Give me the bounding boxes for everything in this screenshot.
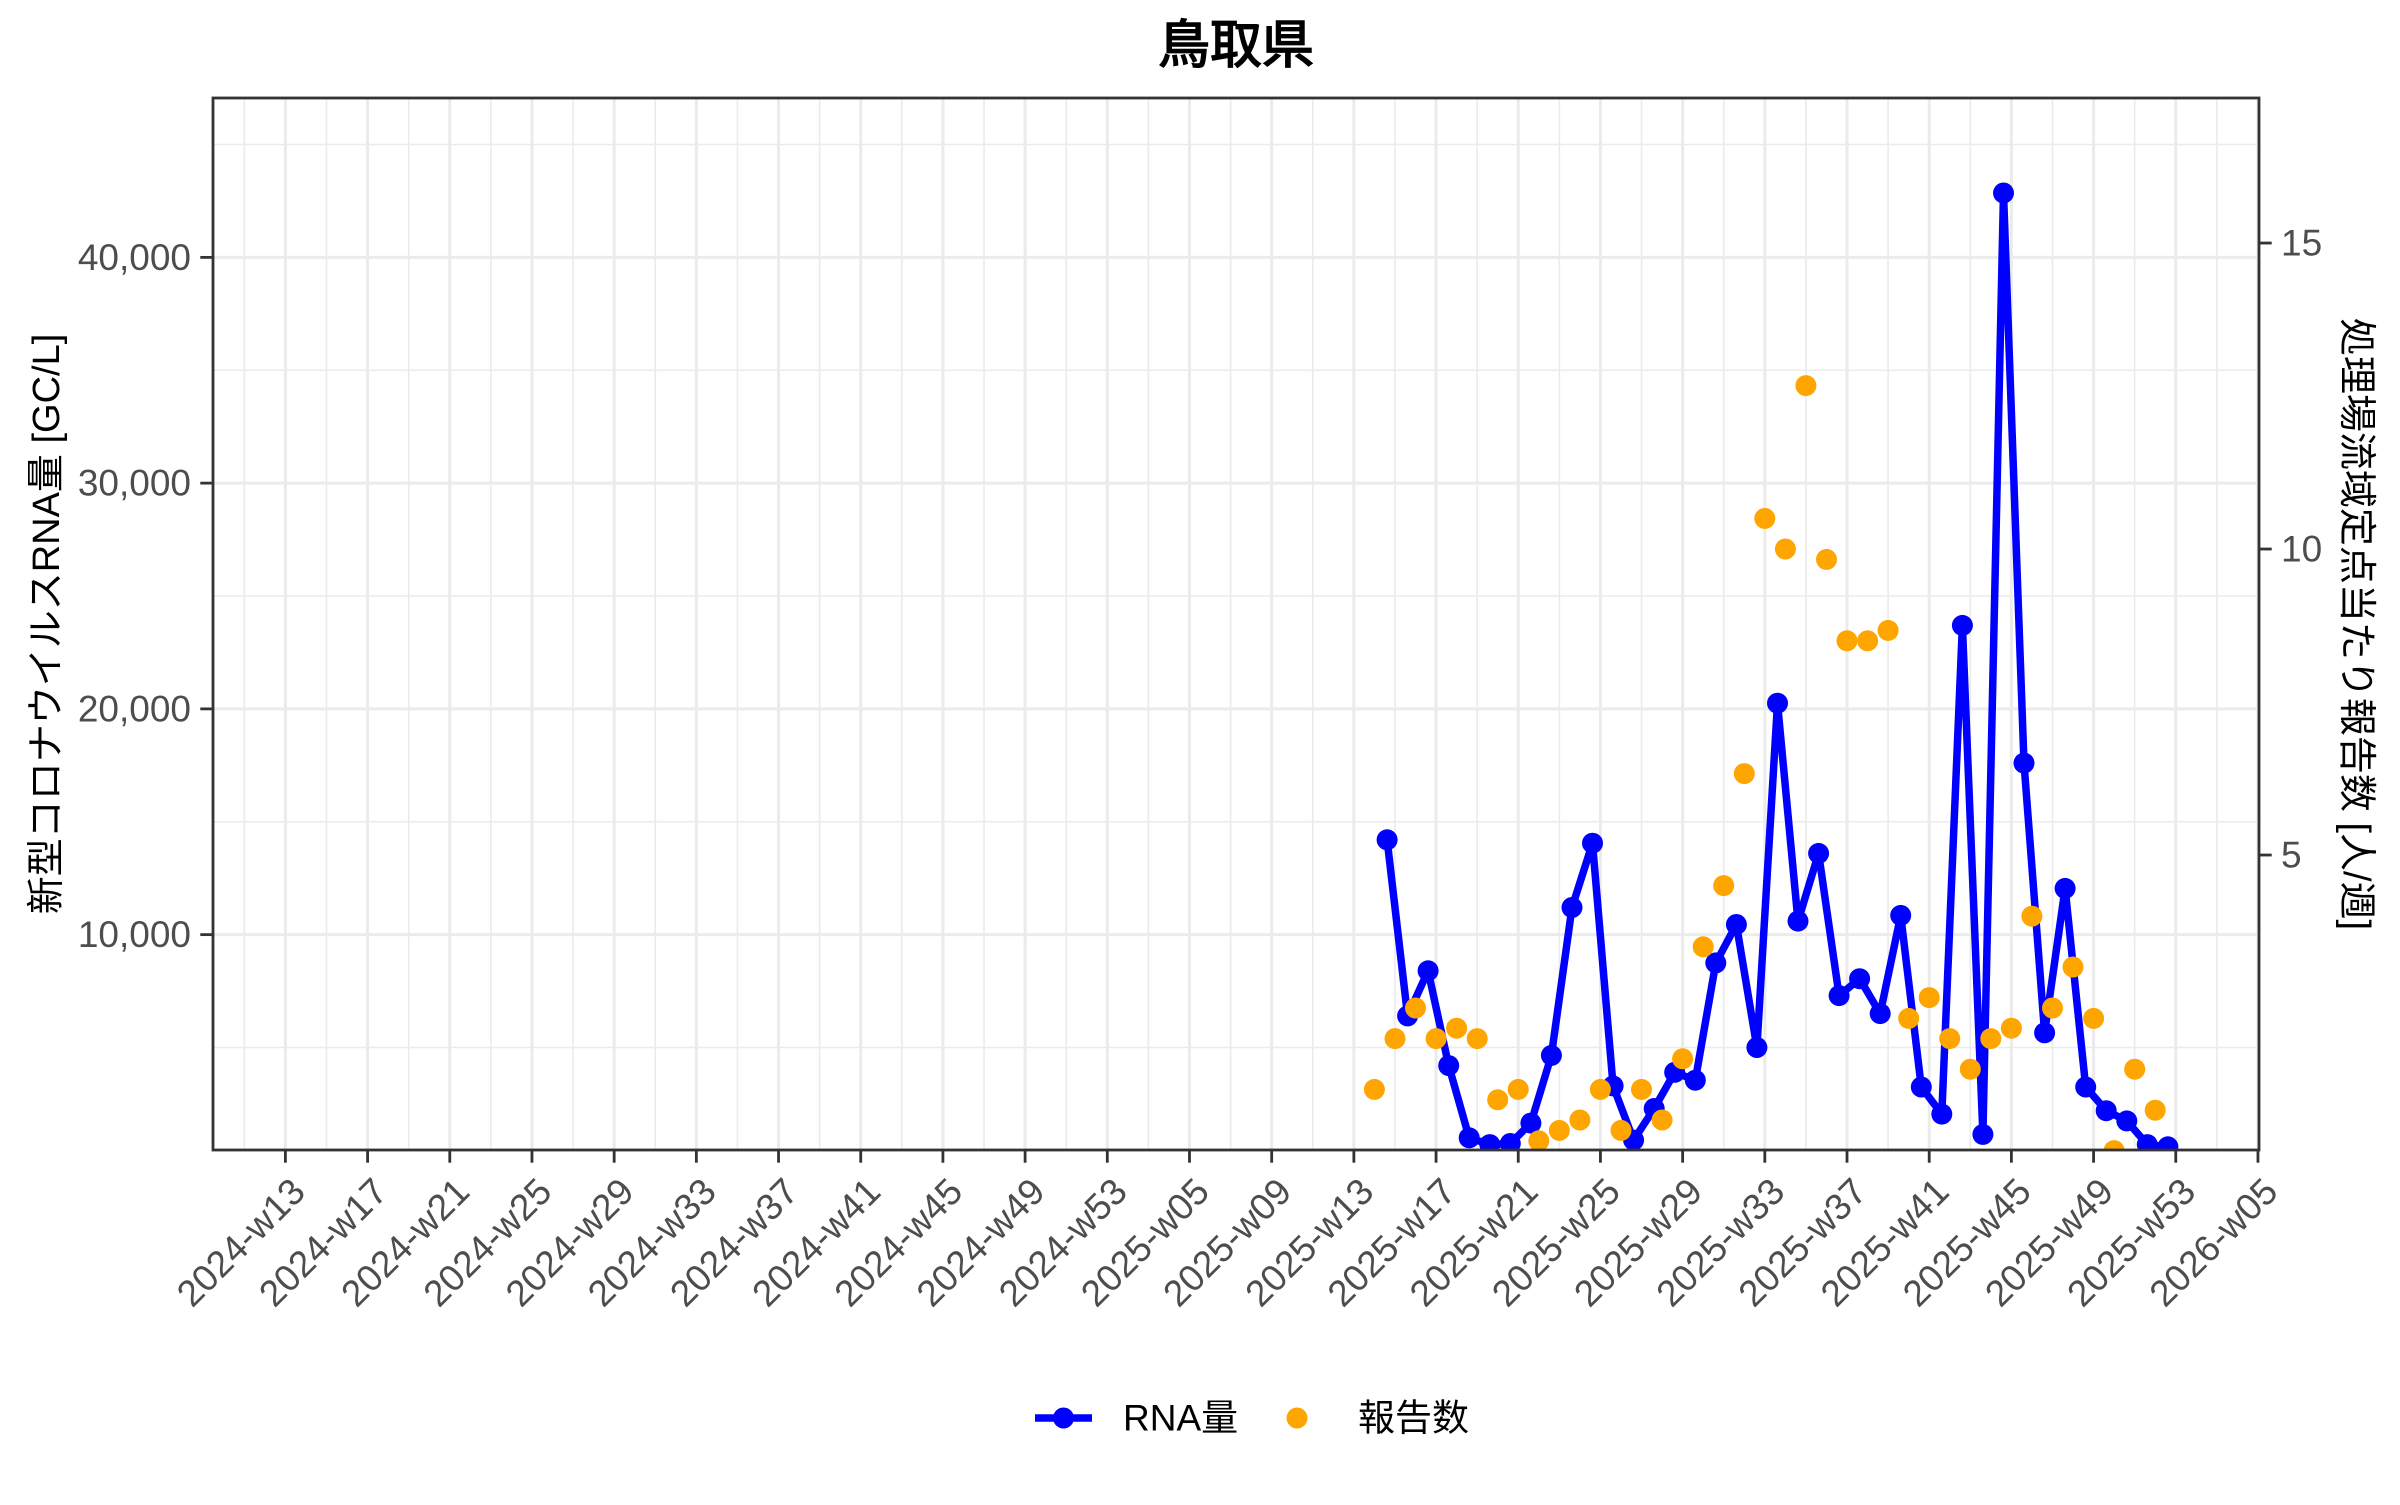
rna-data-point — [1561, 897, 1583, 918]
y-tick-label-right: 5 — [2281, 835, 2302, 876]
legend-key-dot-icon — [1286, 1407, 1308, 1429]
report-data-point — [2021, 905, 2043, 927]
report-data-point — [2042, 997, 2063, 1019]
report-data-point — [1569, 1109, 1591, 1131]
rna-data-point — [2034, 1022, 2056, 1044]
y-tick-label-right: 10 — [2281, 529, 2322, 570]
rna-data-point — [2116, 1110, 2138, 1132]
report-data-point — [1918, 987, 1940, 1009]
panel-border — [211, 96, 2261, 1152]
report-data-point — [1733, 763, 1755, 785]
report-data-point — [1589, 1078, 1611, 1100]
rna-data-point — [2157, 1136, 2179, 1150]
rna-data-point — [2136, 1134, 2158, 1150]
report-data-point — [1898, 1007, 1920, 1029]
report-data-point — [1939, 1028, 1961, 1050]
rna-data-point — [1438, 1055, 1460, 1077]
rna-data-point — [1520, 1112, 1542, 1134]
report-data-point — [1631, 1078, 1652, 1100]
report-data-point — [1425, 1028, 1447, 1050]
report-data-point — [1384, 1028, 1406, 1050]
y-tick-label-left: 10,000 — [78, 914, 191, 955]
y-axis-left: 10,000 20,000 30,000 40,000 — [78, 237, 213, 955]
report-data-point — [1363, 1078, 1385, 1100]
report-data-point — [1959, 1058, 1981, 1080]
y-axis-title-left: 新型コロナウイルスRNA量 [GC/L] — [26, 334, 68, 915]
report-data-point — [1877, 619, 1899, 641]
reports-series — [1363, 375, 2166, 1150]
report-data-point — [1836, 630, 1858, 652]
rna-data-point — [1705, 952, 1727, 974]
rna-data-point — [1808, 842, 1830, 864]
rna-data-point — [1849, 968, 1871, 990]
rna-data-point — [2095, 1100, 2117, 1122]
report-data-point — [2062, 956, 2084, 978]
report-data-point — [1672, 1048, 1694, 1070]
report-data-point — [1980, 1028, 2002, 1050]
rna-series — [1376, 182, 2179, 1150]
report-data-point — [1548, 1119, 1570, 1141]
panel-background — [213, 98, 2259, 1150]
rna-data-point — [1746, 1037, 1768, 1058]
rna-data-point — [1540, 1044, 1562, 1066]
rna-data-point — [1725, 914, 1747, 935]
legend-label-reports: 報告数 — [1358, 1398, 1469, 1439]
chart-title: 鳥取県 — [1158, 17, 1314, 75]
y-tick-label-right: 15 — [2281, 223, 2322, 264]
report-data-point — [2083, 1007, 2105, 1029]
rna-data-point — [2054, 877, 2076, 899]
y-tick-label-left: 20,000 — [78, 688, 191, 729]
report-data-point — [1405, 997, 1426, 1019]
rna-data-point — [1931, 1103, 1953, 1125]
plot-panel — [211, 96, 2261, 1152]
rna-data-point — [1458, 1127, 1480, 1149]
rna-data-point — [1767, 692, 1788, 714]
y-tick-label-left: 30,000 — [78, 463, 191, 504]
report-data-point — [1651, 1109, 1673, 1131]
legend-item-rna: RNA量 — [1035, 1398, 1238, 1439]
rna-data-point — [1910, 1076, 1932, 1098]
y-axis-right: 5 10 15 — [2259, 223, 2322, 876]
rna-data-point — [1376, 829, 1398, 851]
report-data-point — [2000, 1017, 2022, 1039]
rna-data-point — [1479, 1134, 1501, 1150]
legend-item-reports: 報告数 — [1286, 1398, 1469, 1439]
rna-data-point — [2075, 1076, 2097, 1098]
rna-data-point — [1869, 1003, 1891, 1025]
report-data-point — [1692, 936, 1714, 958]
rna-data-point — [1582, 832, 1603, 854]
report-data-point — [1487, 1089, 1509, 1111]
rna-data-point — [1972, 1123, 1994, 1145]
y-axis-title-right: 処理場流域定点当たり報告数 [人/週] — [2335, 318, 2377, 930]
y-tick-label-left: 40,000 — [78, 237, 191, 278]
rna-data-point — [1684, 1069, 1706, 1091]
report-data-point — [2124, 1058, 2146, 1080]
rna-data-point — [1417, 960, 1439, 982]
report-data-point — [1610, 1119, 1632, 1141]
rna-data-point — [1787, 910, 1809, 932]
report-data-point — [1754, 507, 1776, 529]
report-data-point — [1466, 1028, 1488, 1050]
report-data-point — [2103, 1140, 2125, 1150]
rna-data-point — [1993, 182, 2014, 204]
report-data-point — [1816, 548, 1837, 570]
rna-data-point — [2013, 752, 2035, 774]
report-data-point — [1528, 1130, 1550, 1150]
rna-data-point — [1890, 904, 1912, 926]
rna-data-point — [1828, 985, 1850, 1007]
legend-label-rna: RNA量 — [1123, 1398, 1238, 1439]
report-data-point — [1713, 875, 1735, 897]
legend: RNA量 報告数 — [1035, 1398, 1469, 1439]
report-data-point — [1795, 375, 1817, 397]
report-data-point — [1446, 1017, 1468, 1039]
rna-data-point — [1951, 614, 1973, 636]
rna-data-point — [1499, 1133, 1521, 1150]
report-data-point — [2144, 1099, 2166, 1121]
report-data-point — [1507, 1078, 1529, 1100]
report-data-point — [1857, 630, 1879, 652]
report-data-point — [1774, 538, 1796, 560]
legend-key-dot-icon — [1053, 1407, 1074, 1429]
